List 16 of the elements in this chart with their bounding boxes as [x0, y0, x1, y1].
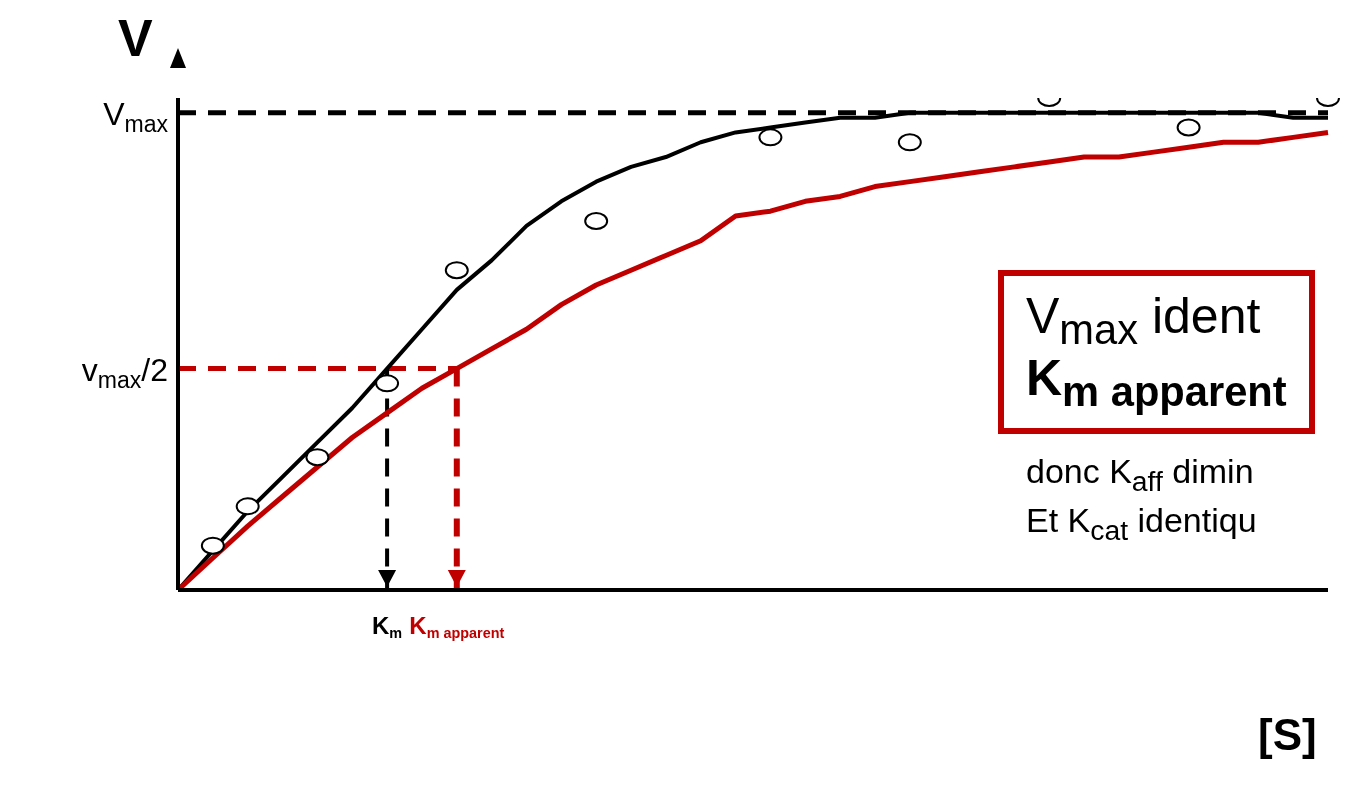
- point: [444, 261, 469, 280]
- point: [897, 133, 922, 152]
- point: [305, 448, 330, 467]
- ref-line-label: v$_{max}$/2: [81, 351, 168, 393]
- y-axis-title: V: [118, 8, 153, 68]
- point: [1176, 118, 1201, 137]
- annotation: Et K$_{cat}$ identiqu: [1026, 499, 1258, 548]
- point: [758, 128, 783, 147]
- point: [200, 536, 225, 555]
- x-axis-title: [S]: [1258, 710, 1317, 760]
- point: [584, 212, 609, 230]
- x-tick-label: K$_{m}$: [372, 612, 403, 642]
- point: [235, 497, 260, 516]
- ref-line-label: V$_{max}$: [103, 95, 169, 137]
- point: [375, 374, 400, 393]
- annotation: donc K$_{aff}$ dimin: [1026, 450, 1255, 499]
